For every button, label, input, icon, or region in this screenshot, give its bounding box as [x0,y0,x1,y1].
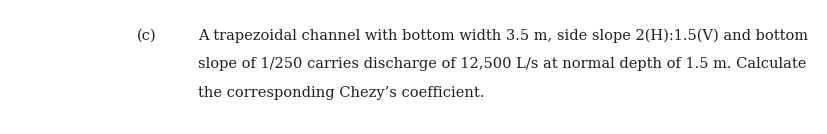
Text: slope of 1/250 carries discharge of 12,500 L/s at normal depth of 1.5 m. Calcula: slope of 1/250 carries discharge of 12,5… [198,57,805,71]
Text: A trapezoidal channel with bottom width 3.5 m, side slope 2(H):1.5(V) and bottom: A trapezoidal channel with bottom width … [198,28,808,43]
Text: (c): (c) [136,28,156,42]
Text: the corresponding Chezy’s coefficient.: the corresponding Chezy’s coefficient. [198,86,485,100]
